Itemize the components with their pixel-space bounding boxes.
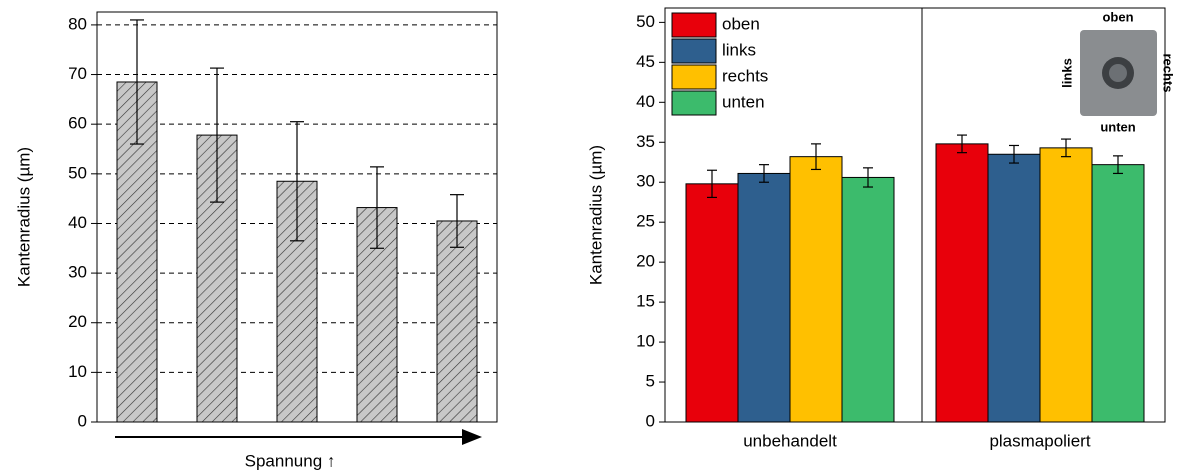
bar [988, 154, 1040, 422]
legend-swatch [672, 13, 716, 37]
inset-label: oben [1102, 9, 1133, 24]
y-tick-label: 10 [68, 362, 87, 381]
legend-label: links [722, 40, 756, 59]
bar [686, 184, 738, 422]
figure: Spannung ↑ Kantenradius (µm) Kantenradiu… [0, 0, 1188, 475]
y-axis-label: Kantenradius (µm) [586, 145, 605, 285]
x-tick-label: unbehandelt [743, 431, 837, 450]
y-tick-label: 30 [68, 263, 87, 282]
y-tick-label: 70 [68, 64, 87, 83]
y-tick-label: 15 [636, 292, 655, 311]
legend-swatch [672, 65, 716, 89]
bar [790, 157, 842, 422]
y-tick-label: 30 [636, 172, 655, 191]
bar [738, 173, 790, 422]
y-tick-label: 35 [636, 132, 655, 151]
inset-label: links [1059, 58, 1074, 88]
bar [1092, 165, 1144, 422]
bar [437, 221, 477, 422]
inset-label: unten [1100, 119, 1135, 134]
y-tick-label: 40 [68, 213, 87, 232]
x-arrow-head [462, 429, 482, 445]
y-tick-label: 5 [646, 372, 655, 391]
y-tick-label: 50 [636, 12, 655, 31]
y-tick-label: 45 [636, 52, 655, 71]
legend-swatch [672, 39, 716, 63]
bar [842, 177, 894, 422]
inset-label: rechts [1161, 53, 1176, 92]
legend-label: rechts [722, 66, 768, 85]
y-tick-label: 20 [68, 312, 87, 331]
y-tick-label: 25 [636, 212, 655, 231]
bar [936, 144, 988, 422]
x-axis-label: Spannung ↑ [245, 451, 336, 470]
y-tick-label: 50 [68, 163, 87, 182]
y-tick-label: 40 [636, 92, 655, 111]
x-tick-label: plasmapoliert [989, 431, 1090, 450]
y-tick-label: 0 [78, 411, 87, 430]
legend-swatch [672, 91, 716, 115]
legend-label: unten [722, 92, 765, 111]
y-tick-label: 0 [646, 411, 655, 430]
bar [1040, 148, 1092, 422]
y-tick-label: 10 [636, 332, 655, 351]
inset-hole-inner [1109, 64, 1127, 82]
y-axis-label: Kantenradius (µm) [14, 147, 33, 287]
y-tick-label: 60 [68, 114, 87, 133]
y-tick-label: 80 [68, 14, 87, 33]
y-tick-label: 20 [636, 252, 655, 271]
legend-label: oben [722, 14, 760, 33]
